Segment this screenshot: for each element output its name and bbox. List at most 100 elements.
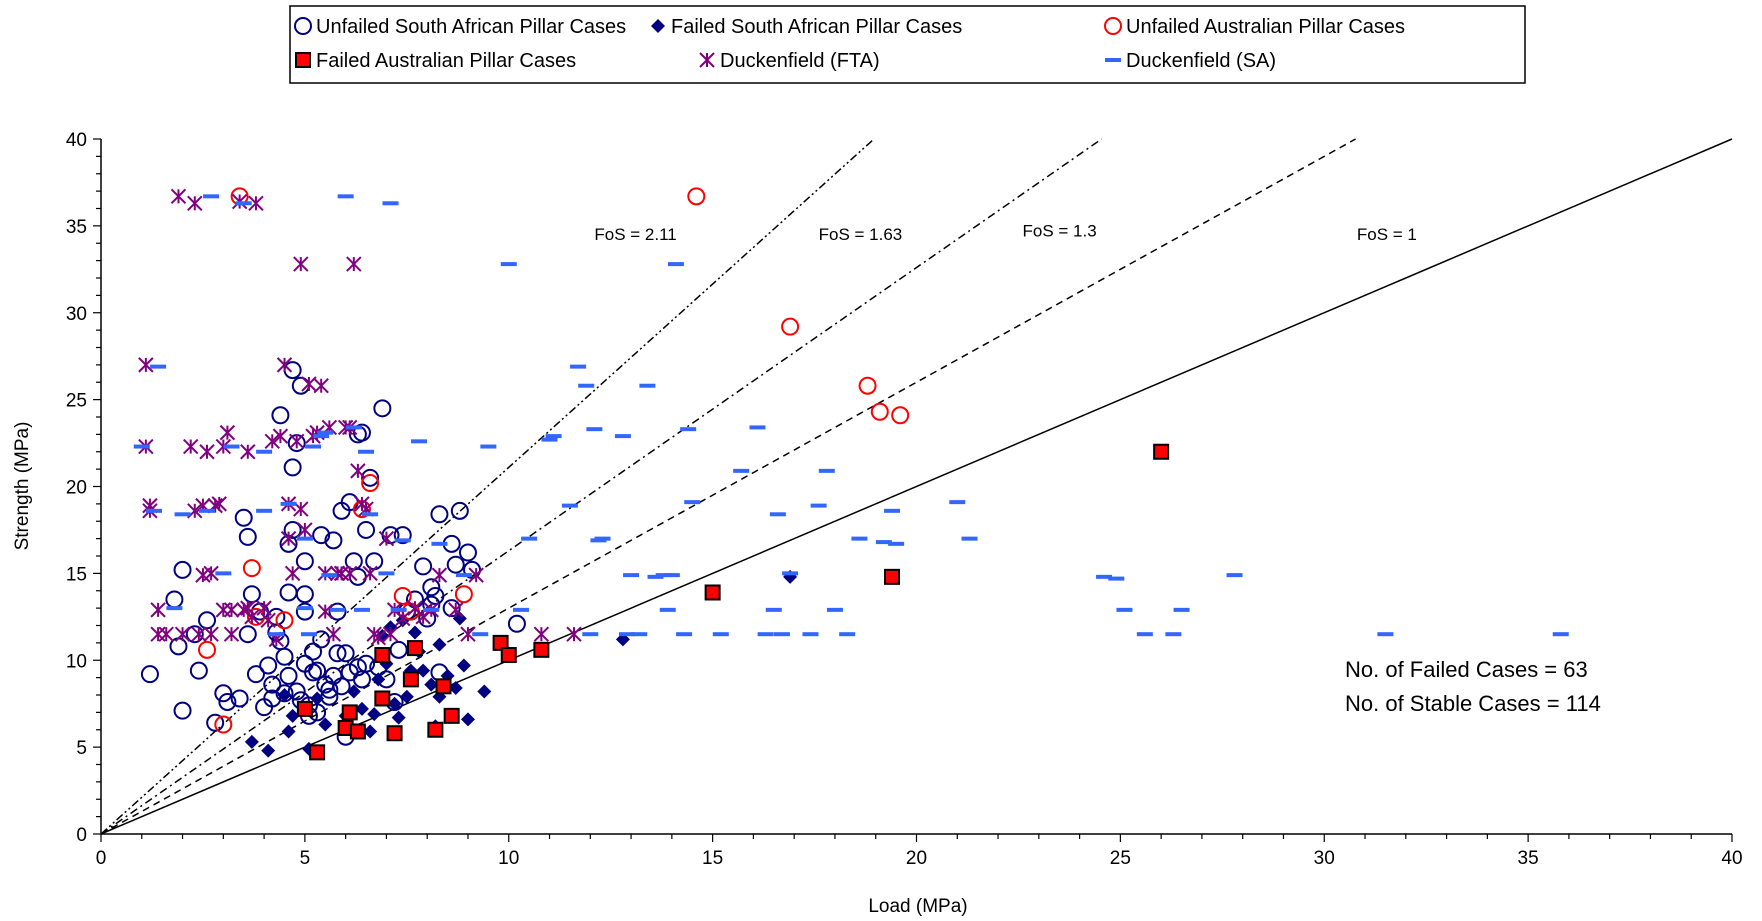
point-0-14 [238,527,257,546]
point-4-4 [150,602,166,618]
point-4-7 [170,188,187,205]
point-5-81 [1096,574,1113,579]
point-0-44 [304,642,323,661]
point-5-16 [300,632,317,637]
point-4-12 [191,626,207,642]
point-4-76 [566,626,582,642]
point-5-22 [337,194,354,199]
point-4-40 [289,433,305,450]
point-5-85 [1165,632,1182,637]
point-4-6 [158,626,174,642]
point-0-95 [507,614,526,633]
point-5-70 [802,632,819,637]
x-tick-label: 35 [1518,848,1539,869]
point-0-1 [165,590,184,609]
point-5-26 [362,512,379,517]
point-5-75 [851,536,868,541]
fos-label-0: FoS = 2.11 [594,225,676,244]
legend-label-5: Duckenfield (SA) [1126,50,1276,72]
legend-marker-2 [1104,17,1122,35]
point-4-71 [431,567,448,583]
point-4-65 [382,626,399,642]
point-3-7 [386,725,403,742]
point-5-72 [818,468,835,473]
point-0-11 [230,689,249,708]
point-5-0 [133,444,150,449]
point-4-30 [248,195,264,211]
point-4-21 [215,602,232,618]
point-1-4 [285,708,300,723]
point-0-32 [283,458,302,477]
point-2-1 [214,715,233,734]
legend-item-4: Duckenfield (FTA) [699,50,880,72]
point-4-24 [223,602,240,618]
axes: 0 5 10 15 20 25 30 35 40 0 5 10 15 20 25 30 35 40 [66,130,1743,869]
point-1-30 [448,681,463,696]
point-4-20 [215,438,232,455]
point-4-75 [533,626,550,642]
point-3-13 [492,634,509,651]
point-5-19 [317,430,334,435]
series-2 [198,187,910,734]
legend-marker-0 [294,17,312,35]
point-1-25 [424,677,439,692]
point-1-6 [310,691,325,706]
point-5-5 [199,508,216,513]
point-0-29 [279,583,298,602]
point-5-49 [614,434,631,439]
point-5-41 [545,434,562,439]
point-5-69 [769,512,786,517]
point-0-39 [295,602,314,621]
point-0-35 [287,682,306,701]
point-3-12 [443,707,460,724]
point-4-16 [203,626,219,642]
point-5-44 [578,383,595,388]
point-0-86 [426,586,445,605]
point-5-62 [712,632,729,637]
point-3-15 [533,641,550,658]
point-4-47 [313,378,329,394]
point-0-72 [365,552,384,571]
y-tick-label: 30 [66,304,87,325]
y-tick-label: 25 [66,391,87,412]
x-tick-label: 5 [300,848,311,869]
point-4-23 [223,626,240,642]
point-1-0 [244,734,259,749]
point-2-12 [781,317,800,336]
data-points [133,187,1569,761]
point-5-82 [1108,576,1125,581]
point-5-86 [1173,607,1190,612]
legend-label-2: Unfailed Australian Pillar Cases [1126,16,1405,38]
point-4-10 [187,195,203,211]
point-0-91 [446,555,465,574]
point-0-74 [373,399,392,418]
point-1-33 [460,712,475,727]
point-5-51 [623,573,640,578]
legend-marker-4 [699,52,715,68]
point-4-22 [219,424,236,441]
point-5-40 [541,437,558,442]
point-4-38 [280,530,297,547]
point-3-4 [349,723,366,740]
point-0-93 [458,543,477,562]
point-0-49 [312,526,331,545]
point-0-92 [450,501,469,520]
point-4-39 [284,565,301,582]
point-5-24 [353,607,370,612]
point-4-19 [211,496,227,512]
point-5-2 [150,364,167,369]
legend: Unfailed South African Pillar Cases Faile… [289,5,1526,84]
point-5-59 [676,632,693,637]
series-3 [296,443,1170,761]
point-4-61 [362,565,378,582]
fos-label-1: FoS = 1.63 [819,225,903,244]
point-5-84 [1136,632,1153,637]
point-5-15 [296,606,313,611]
point-2-8 [393,586,412,605]
point-0-78 [389,640,408,659]
x-tick-label: 0 [96,848,107,869]
point-5-89 [1552,632,1569,637]
point-0-71 [361,468,380,487]
point-1-18 [391,710,406,725]
point-5-79 [949,500,966,505]
